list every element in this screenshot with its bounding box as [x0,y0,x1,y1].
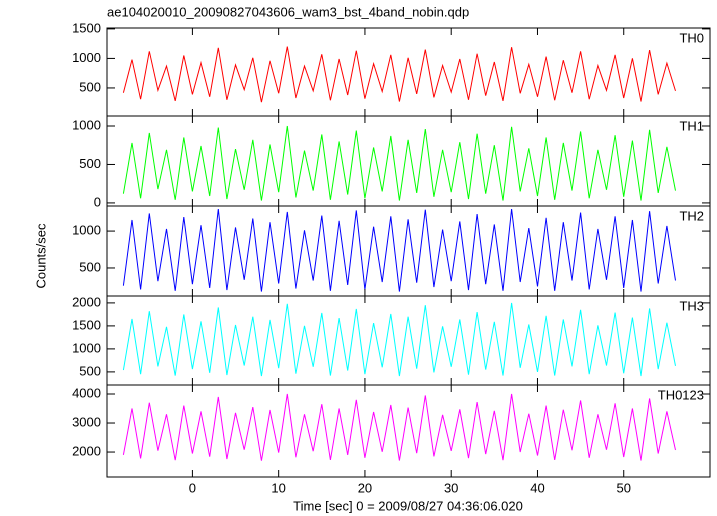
y-tick-label: 1000 [72,50,101,65]
data-line [122,46,676,103]
panel-label: TH2 [679,208,704,223]
y-axis-label: Counts/sec [33,223,48,289]
y-tick-label: 2000 [72,294,101,309]
data-line [122,393,676,461]
y-tick-label: 500 [79,156,101,171]
plot-frame [106,27,711,117]
x-tick-label: 0 [189,480,196,495]
panel-label: TH0123 [658,387,704,402]
y-tick-label: 2000 [72,443,101,458]
plot-frame [106,384,711,478]
y-tick-label: 0 [94,194,101,209]
x-tick-label: 40 [530,480,544,495]
x-tick-label: 20 [358,480,372,495]
data-line [122,125,676,201]
y-tick-label: 1000 [72,223,101,238]
y-tick-label: 3000 [72,414,101,429]
data-line [122,302,676,377]
y-tick-label: 1000 [72,117,101,132]
data-line [122,208,676,292]
y-tick-label: 500 [79,259,101,274]
y-tick-label: 4000 [72,385,101,400]
plot-frame [106,115,711,207]
panel-label: TH3 [679,298,704,313]
panel-label: TH1 [679,118,704,133]
y-tick-label: 1000 [72,340,101,355]
x-tick-label: 50 [616,480,630,495]
y-tick-label: 500 [79,79,101,94]
x-tick-label: 10 [271,480,285,495]
panel-label: TH0 [679,30,704,45]
x-tick-label: 30 [444,480,458,495]
y-tick-label: 1500 [72,20,101,35]
chart-title: ae104020010_20090827043606_wam3_bst_4ban… [107,4,469,19]
y-tick-label: 500 [79,363,101,378]
x-axis-label: Time [sec] 0 = 2009/08/27 04:36:06.020 [293,498,523,513]
y-tick-label: 1500 [72,317,101,332]
